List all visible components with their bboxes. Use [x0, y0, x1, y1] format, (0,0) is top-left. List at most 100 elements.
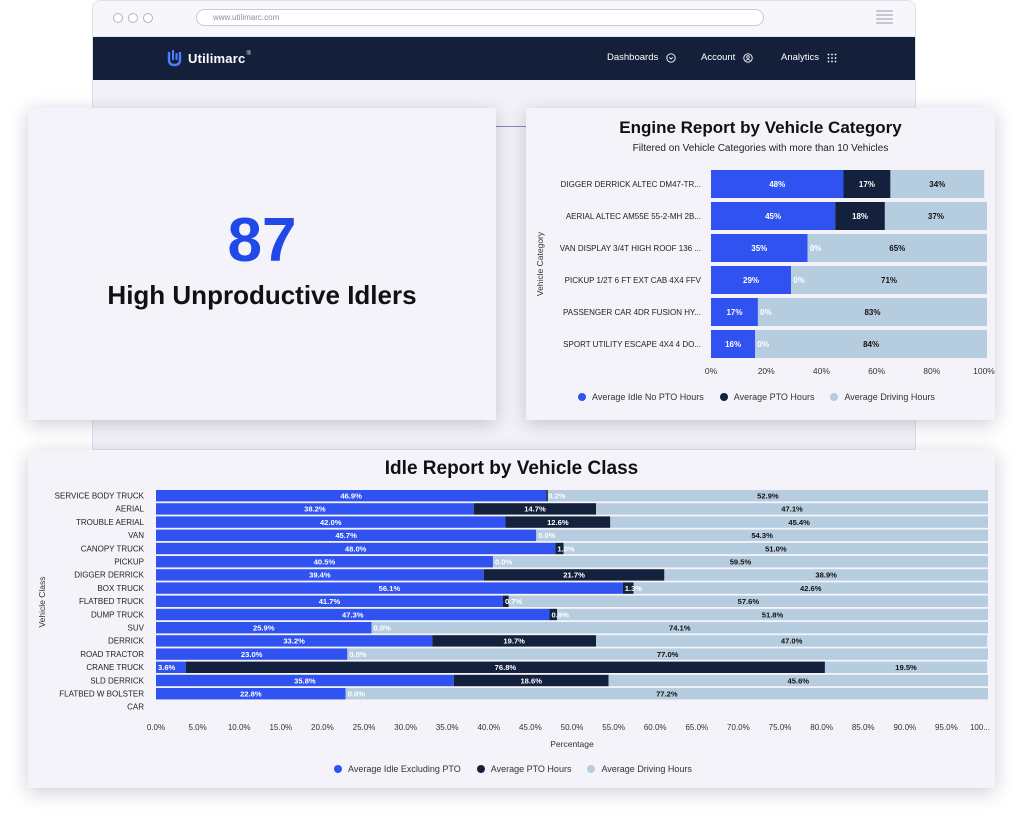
legend-swatch [830, 393, 839, 401]
idle-bar-segment [622, 582, 634, 594]
window-maximize-dot[interactable] [143, 13, 153, 23]
idle-bar-segment [664, 569, 988, 581]
nav-account[interactable]: Account [701, 52, 753, 63]
idle-data-label: 46.9% [340, 492, 362, 501]
engine-bar-segment [711, 330, 756, 358]
idle-data-label: 33.2% [283, 637, 305, 646]
idle-bar-segment [547, 490, 988, 502]
idle-data-label: 14.7% [524, 505, 546, 514]
idle-x-tick-label: 15.0% [269, 723, 292, 732]
idle-category-label: AERIAL [116, 505, 145, 514]
idle-x-tick-label: 85.0% [852, 723, 875, 732]
engine-bar-segment [711, 170, 844, 198]
kpi-card: 87 High Unproductive Idlers [28, 108, 496, 420]
idle-x-tick-label: 75.0% [769, 723, 792, 732]
engine-bar-segment [843, 170, 891, 198]
idle-data-label: 0.0% [348, 690, 366, 699]
idle-category-label: PICKUP [114, 558, 144, 567]
idle-legend-item-1[interactable]: Average PTO Hours [476, 764, 572, 774]
engine-legend-item-2[interactable]: Average Driving Hours [830, 392, 935, 402]
legend-label: Average Idle No PTO Hours [592, 392, 704, 402]
idle-x-tick-label: 60.0% [644, 723, 667, 732]
idle-category-label: DERRICK [108, 637, 145, 646]
idle-bar-segment [453, 674, 609, 687]
engine-category-label: PICKUP 1/2T 6 FT EXT CAB 4X4 FFV [565, 276, 702, 285]
idle-x-tick-label: 35.0% [436, 723, 459, 732]
idle-data-label: 38.9% [815, 571, 837, 580]
nav-dashboards-label: Dashboards [607, 52, 659, 63]
idle-category-label: VAN [128, 531, 144, 540]
engine-data-label: 0% [793, 276, 805, 285]
idle-data-label: 54.3% [751, 531, 773, 540]
idle-bar-segment [483, 569, 665, 581]
idle-bar-segment [596, 635, 988, 647]
idle-data-label: 47.1% [781, 505, 803, 514]
idle-x-tick-label: 80.0% [810, 723, 833, 732]
engine-data-label: 84% [863, 340, 879, 349]
window-minimize-dot[interactable] [128, 13, 138, 23]
idle-data-label: 3.6% [158, 663, 176, 672]
engine-bar-segment [890, 170, 985, 198]
idle-data-label: 12.6% [547, 518, 569, 527]
idle-legend-item-2[interactable]: Average Driving Hours [587, 764, 692, 774]
idle-bar-segment [508, 595, 988, 607]
hamburger-menu-icon[interactable] [876, 10, 893, 24]
idle-x-tick-label: 70.0% [727, 723, 750, 732]
legend-swatch [587, 765, 596, 773]
idle-bar-segment [492, 556, 988, 568]
legend-label: Average Idle Excluding PTO [348, 764, 461, 774]
idle-data-label: 56.1% [379, 584, 401, 593]
nav-analytics-label: Analytics [781, 52, 820, 63]
idle-data-label: 77.0% [657, 650, 679, 659]
idle-data-label: 0.0% [349, 650, 367, 659]
engine-x-tick-label: 40% [813, 366, 830, 376]
legend-label: Average PTO Hours [490, 764, 572, 774]
idle-bar-segment [546, 490, 548, 502]
idle-bar-segment [557, 608, 988, 621]
engine-bar-segment [711, 298, 758, 326]
idle-bar-segment [185, 661, 825, 673]
idle-bar-segment [345, 688, 988, 700]
engine-x-tick-label: 60% [868, 366, 885, 376]
idle-category-label: CANOPY TRUCK [81, 544, 145, 553]
idle-y-axis-label: Vehicle Class [37, 576, 47, 627]
idle-data-label: 59.5% [730, 558, 752, 567]
idle-data-label: 1.0% [557, 544, 575, 553]
idle-bar-segment [505, 516, 611, 528]
kpi-label: High Unproductive Idlers [107, 280, 417, 310]
idle-data-label: 40.5% [314, 558, 336, 567]
idle-bar-segment [156, 490, 547, 502]
address-bar[interactable]: www.utilimarc.com [196, 9, 764, 26]
engine-data-label: 71% [881, 276, 897, 285]
nav-analytics[interactable]: Analytics [781, 52, 837, 63]
idle-bar-segment [371, 622, 988, 634]
idle-category-label: CAR [127, 703, 144, 712]
legend-swatch [476, 765, 485, 773]
window-close-dot[interactable] [113, 13, 123, 23]
idle-category-label: DIGGER DERRICK [74, 571, 144, 580]
idle-legend-item-0[interactable]: Average Idle Excluding PTO [334, 764, 461, 774]
idle-x-tick-label: 0.0% [147, 723, 165, 732]
idle-data-label: 39.4% [309, 571, 331, 580]
idle-x-tick-label: 50.0% [561, 723, 584, 732]
idle-bar-segment [633, 582, 988, 594]
brand-logo[interactable]: Utilimarc ® [167, 49, 251, 67]
idle-data-label: 21.7% [563, 571, 585, 580]
idle-data-label: 74.1% [669, 624, 691, 633]
engine-legend-item-1[interactable]: Average PTO Hours [719, 392, 814, 402]
engine-bar-segment [711, 266, 792, 294]
engine-data-label: 0% [760, 308, 772, 317]
nav-dashboards[interactable]: Dashboards [607, 52, 676, 63]
idle-bar-segment [156, 542, 556, 555]
idle-data-label: 45.4% [788, 518, 810, 527]
engine-legend-item-0[interactable]: Average Idle No PTO Hours [578, 392, 704, 402]
idle-x-tick-label: 90.0% [893, 723, 916, 732]
nav-account-label: Account [701, 52, 736, 63]
idle-category-label: DUMP TRUCK [91, 610, 145, 619]
idle-bar-segment [608, 674, 988, 687]
idle-category-label: BOX TRUCK [97, 584, 144, 593]
idle-category-label: FLATBED W BOLSTER [59, 690, 144, 699]
legend-swatch [578, 393, 586, 401]
address-bar-url: www.utilimarc.com [213, 13, 280, 22]
idle-category-label: SUV [128, 624, 145, 633]
